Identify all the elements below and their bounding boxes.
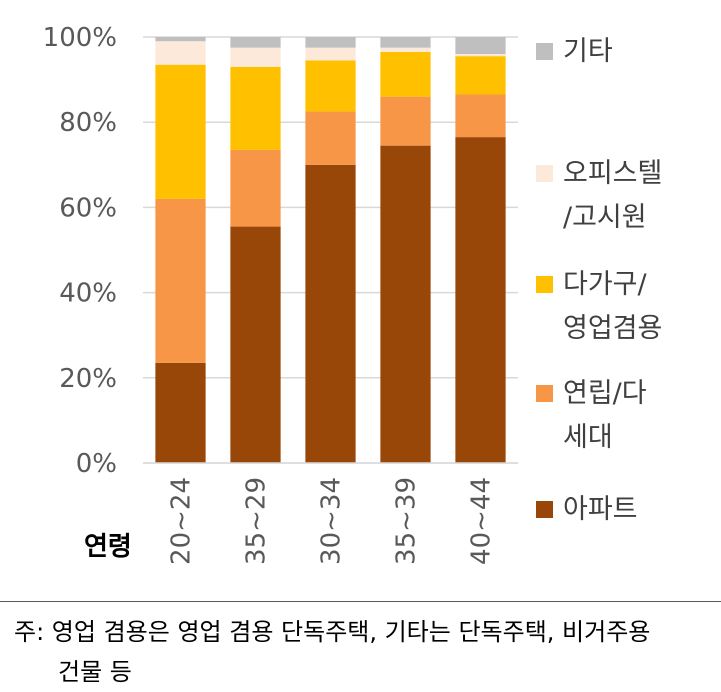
bar-segment: [380, 51, 431, 97]
bar-segment: [455, 54, 506, 57]
y-tick-label: 40%: [59, 279, 117, 309]
x-tick-label: 20~24: [167, 477, 197, 565]
x-tick-label: 30~34: [317, 477, 347, 565]
y-tick-label: 100%: [43, 23, 117, 53]
bar-segment: [380, 145, 431, 463]
bar-segment: [455, 137, 506, 464]
bar-segment: [455, 94, 506, 138]
legend-item: 기타: [536, 30, 613, 74]
divider: [0, 601, 721, 602]
y-tick-label: 80%: [59, 108, 117, 138]
bar-segment: [305, 164, 356, 464]
x-tick-label: 40~44: [467, 477, 497, 565]
bar-segment: [305, 60, 356, 112]
bar-segment: [230, 66, 281, 150]
legend-label: 오피스텔 /고시원: [563, 158, 663, 233]
bar-segment: [230, 226, 281, 463]
bars: [155, 37, 506, 464]
bar-segment: [230, 47, 281, 67]
bar-segment: [155, 362, 206, 463]
bar-segment: [380, 37, 431, 48]
legend-swatch: [536, 165, 553, 182]
legend-label: 다가구/ 영업겸용: [563, 269, 663, 344]
legend-item: 아파트: [536, 488, 638, 532]
bar-segment: [155, 37, 206, 42]
x-tick-label: 35~29: [242, 477, 272, 565]
bar-segment: [230, 37, 281, 48]
stacked-bar-chart: 0% 20% 40% 60% 80% 100% 20~24 35~29 30~34 35~39 4…: [43, 23, 518, 565]
x-axis-label: 연령: [84, 532, 132, 562]
footnote: 주: 영업 겸용은 영업 겸용 단독주택, 기타는 단독주택, 비거주용 건물 …: [14, 612, 714, 692]
bar-segment: [305, 111, 356, 165]
footnote-line-2: 건물 등: [58, 658, 132, 686]
footnote-line-1: 주: 영업 겸용은 영업 겸용 단독주택, 기타는 단독주택, 비거주용: [14, 618, 651, 646]
legend-swatch: [536, 385, 553, 402]
legend-swatch: [536, 501, 553, 518]
bar-segment: [455, 56, 506, 95]
y-tick-label: 20%: [59, 364, 117, 394]
legend-item: 오피스텔 /고시원: [536, 152, 662, 240]
x-axis: 20~24 35~29 30~34 35~39 40~44: [143, 462, 518, 565]
x-tick-label: 35~39: [392, 477, 422, 565]
legend-label: 아파트: [563, 494, 638, 525]
bar-segment: [455, 37, 506, 55]
bar-segment: [155, 41, 206, 65]
y-tick-label: 0%: [76, 449, 117, 479]
legend-label: 기타: [563, 36, 613, 67]
legend-swatch: [536, 276, 553, 293]
legend-item: 다가구/ 영업겸용: [536, 263, 662, 351]
y-axis: 0% 20% 40% 60% 80% 100%: [43, 23, 117, 479]
bar-segment: [380, 47, 431, 52]
bar-segment: [155, 198, 206, 363]
legend-label: 연립/다 세대: [563, 378, 647, 453]
bar-segment: [305, 37, 356, 48]
legend-item: 연립/다 세대: [536, 372, 647, 460]
legend-swatch: [536, 43, 553, 60]
bar-segment: [380, 96, 431, 146]
bar-segment: [155, 64, 206, 199]
bar-segment: [230, 149, 281, 227]
bar-segment: [305, 47, 356, 61]
y-tick-label: 60%: [59, 193, 117, 223]
